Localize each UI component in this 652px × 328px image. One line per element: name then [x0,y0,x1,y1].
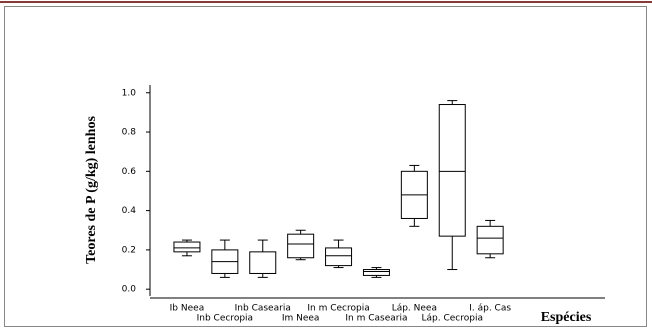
box [476,225,504,255]
box [362,269,390,276]
x-tick-label: Inb Cecropia [197,314,253,324]
frame [4,6,647,327]
x-tick-label: In m Cecropia [307,304,369,314]
box [173,241,201,253]
x-axis-label: Espécies [541,310,592,325]
x-tick-label: Im Neea [282,314,320,324]
x-tick-label: Ib Neea [170,304,205,314]
x-tick-label: In m Casearia [345,314,407,324]
y-tick-label: 0.8 [122,128,137,138]
y-tick-label: 0.6 [122,167,137,177]
x-tick-label: Láp. Neea [392,304,437,314]
y-tick-label: 0.2 [122,245,136,255]
y-tick-label: 0.4 [122,206,137,216]
y-tick-label: 1.0 [122,88,137,98]
x-tick-label: Inb Casearia [235,304,291,314]
box [438,104,466,237]
y-tick-label: 0.0 [122,285,137,295]
box [325,247,353,267]
y-axis-label: Teores de P (g/kg) lenhos [84,116,99,264]
box [287,233,315,259]
x-tick-label: I. áp. Cas [469,304,511,314]
x-tick-label: Láp. Cecropia [422,314,483,324]
